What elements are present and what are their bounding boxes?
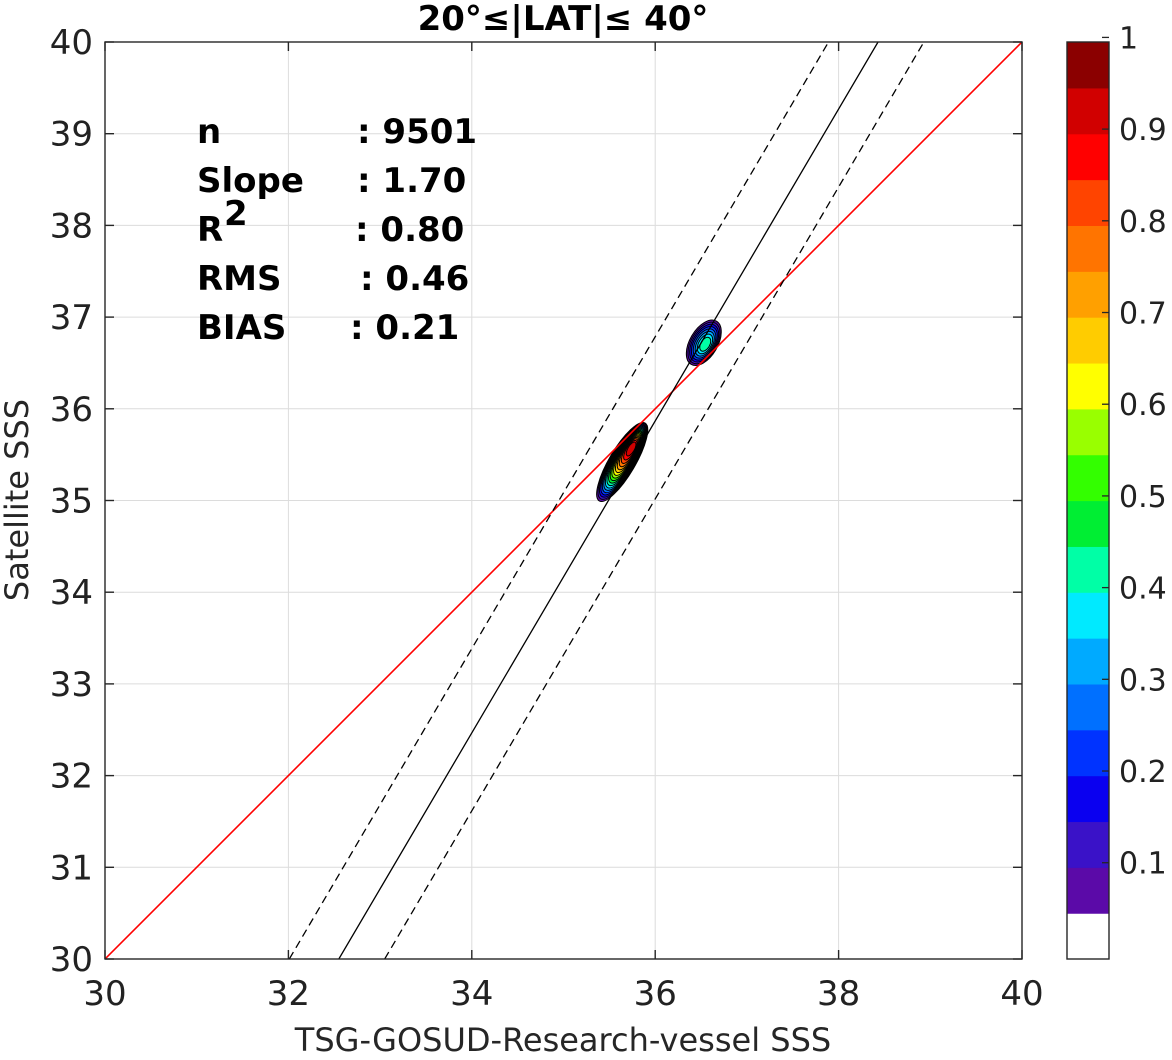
stat-label-superscript: 2 (224, 194, 248, 234)
colorbar-band (1067, 500, 1109, 547)
regression-line (338, 42, 879, 959)
x-tick-label: 32 (267, 974, 310, 1014)
colorbar-band (1067, 454, 1109, 502)
colorbar-band (1067, 867, 1109, 914)
y-tick-label: 33 (50, 665, 93, 705)
stat-label: Slope (197, 161, 304, 201)
x-tick-label: 34 (450, 974, 493, 1014)
colorbar-tick-label: 0.5 (1119, 480, 1167, 515)
stat-value: : 9501 (357, 112, 477, 152)
stat-value: : 0.21 (350, 308, 459, 348)
colorbar-tick-label: 0.3 (1119, 663, 1167, 698)
colorbar-band (1067, 638, 1109, 685)
x-tick-label: 36 (634, 974, 677, 1014)
chart-title: 20°≤|LAT|≤ 40° (418, 0, 709, 39)
colorbar-tick-label: 0.8 (1119, 205, 1167, 240)
colorbar-tick-label: 0.7 (1119, 297, 1167, 332)
colorbar-band (1067, 42, 1109, 89)
colorbar-tick-label: 0.2 (1119, 755, 1167, 790)
grid (104, 41, 1023, 960)
x-axis-label: TSG-GOSUD-Research-vessel SSS (294, 1021, 831, 1055)
stat-label: BIAS (197, 308, 286, 348)
y-tick-label: 30 (50, 940, 93, 980)
y-tick-label: 38 (50, 206, 93, 246)
density-contours (596, 319, 722, 502)
colorbar-tick-label: 0.6 (1119, 388, 1167, 423)
y-tick-label: 35 (50, 482, 93, 522)
statistics-box: n : 9501 Slope : 1.70 R 2 : 0.80 RMS : 0.46 BIAS:… (197, 112, 477, 348)
stat-value: : 0.46 (360, 259, 469, 299)
upper-bound-line (288, 42, 830, 959)
colorbar-band (1067, 87, 1109, 135)
lower-bound-line (384, 42, 925, 959)
colorbar-band (1067, 225, 1109, 272)
stat-label: R (197, 210, 223, 250)
y-tick-label: 36 (50, 390, 93, 430)
stat-label: RMS (197, 259, 282, 299)
colorbar-band (1067, 362, 1109, 410)
colorbar-band (1067, 179, 1109, 226)
x-tick-label: 40 (1000, 974, 1043, 1014)
x-tick-label: 30 (83, 974, 126, 1014)
colorbar-band (1067, 729, 1109, 777)
colorbar-tick-label: 1 (1119, 21, 1138, 56)
colorbar-band (1067, 546, 1109, 593)
y-tick-label: 34 (50, 573, 93, 613)
colorbar-band (1067, 821, 1109, 868)
colorbar-band (1067, 133, 1109, 181)
colorbar-band (1067, 408, 1109, 456)
reference-lines (105, 42, 1022, 959)
y-tick-label: 40 (50, 23, 93, 63)
colorbar-band (1067, 317, 1109, 364)
colorbar-tick-label: 0.1 (1119, 847, 1167, 882)
x-tick-label: 38 (817, 974, 860, 1014)
stat-label: n (197, 112, 221, 152)
stat-value: : 1.70 (357, 161, 466, 201)
colorbar-band (1067, 592, 1109, 639)
colorbar-band (1067, 683, 1109, 731)
one-to-one-line (105, 42, 1022, 959)
density-contour (625, 441, 637, 457)
axis-ticks: 30 32 34 36 38 40 30 31 32 33 34 35 36 37 38 39 40 (50, 23, 1044, 1014)
y-axis-label: Satellite SSS (0, 399, 36, 601)
colorbar-frame (1066, 41, 1110, 960)
y-tick-label: 31 (50, 848, 93, 888)
y-tick-label: 39 (50, 115, 93, 155)
colorbar-tick-label: 0.4 (1119, 572, 1167, 607)
y-tick-label: 37 (50, 298, 93, 338)
y-tick-label: 32 (50, 757, 93, 797)
colorbar-band (1067, 913, 1109, 960)
colorbar: 0.1 0.2 0.3 0.4 0.5 0.6 0.7 0.8 0.9 1 (1066, 21, 1167, 960)
stat-value: : 0.80 (355, 210, 464, 250)
colorbar-band (1067, 775, 1109, 823)
colorbar-tick-label: 0.9 (1119, 113, 1167, 148)
colorbar-band (1067, 271, 1109, 318)
